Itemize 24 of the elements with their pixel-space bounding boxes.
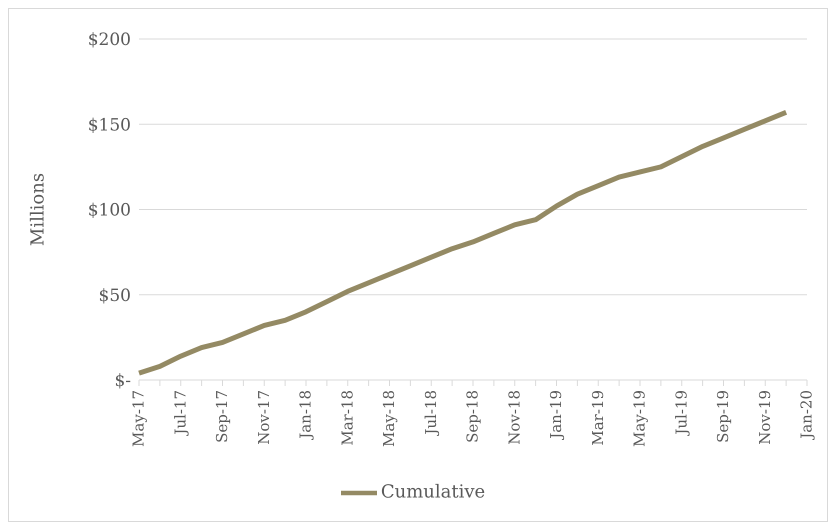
x-tick-label: Jan-19 [547, 390, 566, 441]
y-axis-title: Millions [27, 172, 48, 246]
x-tick-label: Jan-20 [798, 390, 816, 441]
x-tick-label: May-17 [130, 390, 148, 447]
y-tick-label: $150 [88, 115, 131, 136]
x-tick-label: Sep-18 [464, 390, 482, 443]
x-tick-label: May-18 [380, 390, 398, 447]
x-tick-label: Sep-17 [213, 390, 232, 443]
x-tick-label: Jan-18 [296, 390, 315, 441]
y-tick-label: $100 [88, 200, 131, 221]
y-tick-label: $50 [98, 286, 131, 306]
x-tick-label: Mar-18 [338, 390, 356, 446]
x-tick-label: Mar-19 [588, 390, 607, 446]
x-tick-label: Nov-18 [505, 390, 524, 445]
x-tick-label: Sep-19 [714, 390, 732, 443]
x-tick-label: Jul-17 [171, 390, 190, 437]
x-tick-label: Nov-17 [254, 390, 273, 445]
x-tick-label: Jul-19 [672, 390, 690, 437]
x-tick-label: May-19 [630, 390, 649, 447]
y-tick-label: $- [114, 371, 131, 392]
y-tick-label: $200 [88, 30, 131, 50]
x-tick-label: Jul-18 [422, 390, 440, 437]
legend-label: Cumulative [380, 482, 486, 503]
x-tick-label: Nov-19 [756, 390, 774, 445]
